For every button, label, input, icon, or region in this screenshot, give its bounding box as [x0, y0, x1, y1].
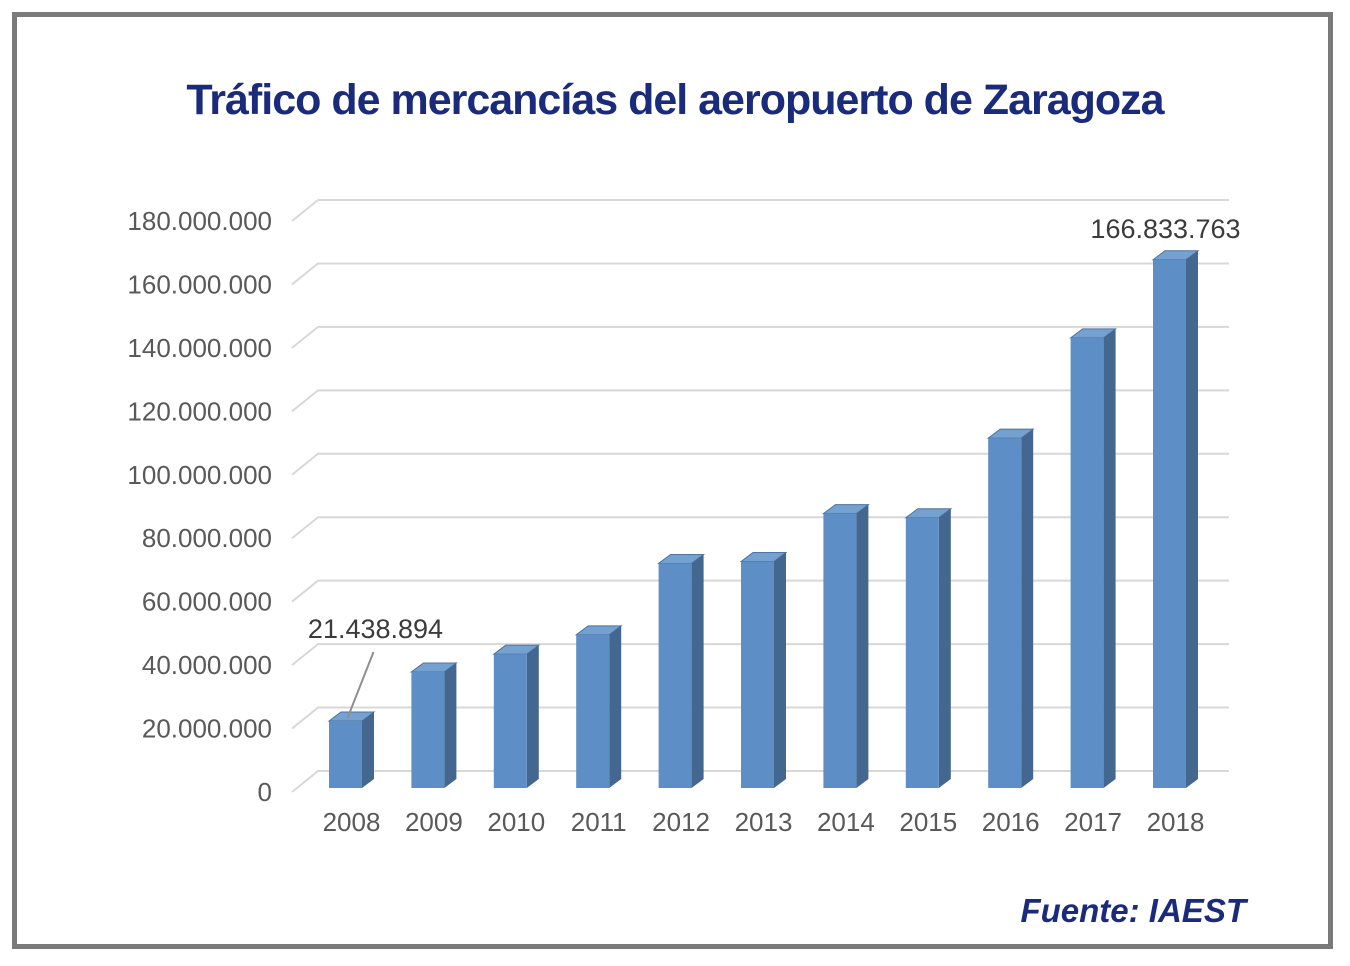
x-axis-tick-label: 2012 [652, 807, 710, 837]
gridline [291, 199, 1229, 222]
x-axis-tick-label: 2010 [487, 807, 545, 837]
bar-2018 [1153, 259, 1186, 788]
bar-2009 [411, 671, 445, 788]
gridline [291, 325, 1229, 349]
gridline [291, 262, 1229, 286]
y-axis-tick-label: 100.000.000 [127, 460, 272, 490]
bar-side-face-2012 [691, 554, 704, 788]
y-axis-tick-label: 160.000.000 [127, 269, 272, 299]
source-caption: Fuente: IAEST [1020, 892, 1246, 929]
bar-2015 [905, 517, 939, 788]
x-axis-tick-label: 2011 [571, 807, 627, 837]
bar-2012 [658, 563, 692, 788]
bar-2013 [741, 561, 774, 788]
y-axis-tick-label: 80.000.000 [142, 523, 272, 553]
gridline [291, 452, 1229, 476]
bar-2011 [576, 634, 610, 788]
bar-2008 [329, 720, 362, 788]
bar-side-face-2011 [609, 625, 622, 788]
bar-2010 [493, 654, 527, 788]
bar-side-face-2009 [444, 662, 457, 788]
bar-side-face-2008 [362, 711, 374, 788]
y-axis-tick-label: 20.000.000 [142, 714, 272, 744]
y-axis-tick-label: 0 [258, 777, 272, 807]
data-label-leader-line [346, 651, 375, 719]
y-axis-tick-label: 120.000.000 [127, 396, 272, 426]
x-axis-tick-label: 2009 [405, 807, 463, 837]
x-axis-tick-label: 2017 [1064, 807, 1122, 837]
data-label: 166.833.763 [1090, 214, 1240, 244]
y-axis-tick-label: 180.000.000 [127, 206, 272, 236]
data-label: 21.438.894 [308, 614, 443, 644]
bar-2016 [988, 438, 1022, 788]
bar-side-face-2014 [856, 504, 869, 788]
x-axis-tick-label: 2015 [899, 807, 957, 837]
gridline [291, 389, 1229, 413]
y-axis-tick-label: 140.000.000 [127, 333, 272, 363]
y-axis-tick-label: 60.000.000 [142, 587, 272, 617]
x-axis-tick-label: 2018 [1147, 807, 1205, 837]
bar-side-face-2017 [1103, 328, 1116, 788]
x-axis-tick-label: 2013 [735, 807, 793, 837]
bar-2014 [823, 513, 857, 788]
bar-side-face-2018 [1186, 250, 1198, 788]
bar-side-face-2010 [526, 645, 539, 788]
x-axis-tick-label: 2008 [323, 807, 381, 837]
bar-side-face-2015 [938, 508, 951, 788]
x-axis-tick-label: 2014 [817, 807, 875, 837]
page-title: Tráfico de mercancías del aeropuerto de … [186, 76, 1164, 124]
bar-side-face-2013 [774, 552, 786, 788]
y-axis-tick-label: 40.000.000 [142, 650, 272, 680]
x-axis-tick-label: 2016 [982, 807, 1040, 837]
bar-side-face-2016 [1021, 429, 1034, 788]
bar-2017 [1070, 337, 1104, 788]
